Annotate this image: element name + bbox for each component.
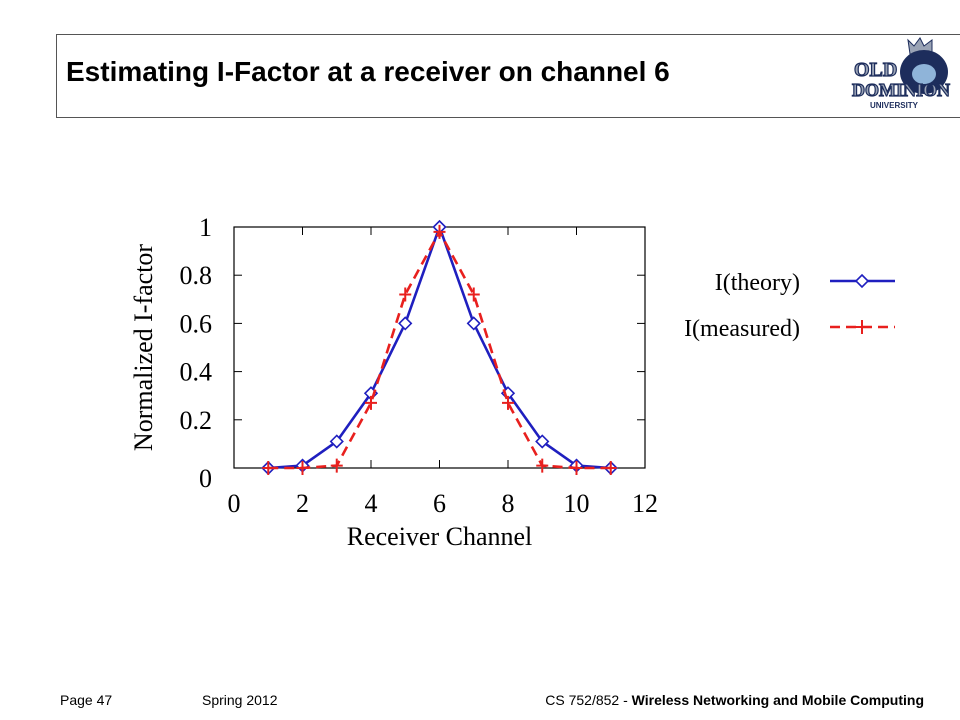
plot-frame	[233, 226, 646, 469]
data-point-series-2	[536, 458, 549, 473]
x-axis-label: Receiver Channel	[347, 522, 533, 551]
slide-title: Estimating I-Factor at a receiver on cha…	[66, 56, 670, 87]
data-point-series-2	[502, 395, 514, 410]
logo-text-old: OLD	[854, 59, 897, 81]
data-point-series-2	[399, 287, 412, 302]
x-tick-label: 10	[564, 489, 590, 518]
x-tick-label: 12	[632, 489, 658, 518]
data-point-series-1	[398, 316, 413, 331]
data-point-series-2	[433, 224, 446, 239]
footer-course: CS 752/852 - Wireless Networking and Mob…	[545, 692, 924, 708]
legend-marker-2	[856, 320, 868, 334]
logo-text-university: UNIVERSITY	[870, 101, 919, 110]
series-line-2	[268, 229, 611, 470]
data-point-series-2	[330, 458, 343, 473]
mascot-face-shape	[912, 64, 936, 84]
x-tick-label: 8	[502, 489, 515, 518]
y-tick-label: 0	[199, 464, 212, 493]
legend-label: I(measured)	[684, 316, 800, 342]
legend-label: I(theory)	[715, 270, 800, 296]
y-tick-label: 0.8	[180, 261, 213, 290]
footer-page-number: Page 47	[60, 692, 113, 708]
y-axis-label: Normalized I-factor	[129, 244, 158, 452]
y-tick-label: 0.6	[180, 309, 213, 338]
data-point-series-2	[467, 287, 480, 302]
data-point-series-1	[329, 434, 344, 449]
university-logo: OLD DOMINION UNIVERSITY	[851, 37, 951, 110]
y-tick-label: 0.2	[180, 406, 213, 435]
data-point-series-2	[604, 461, 617, 475]
logo-text-dominion: DOMINION	[852, 80, 950, 100]
legend-marker-1	[854, 273, 870, 289]
series-line-1	[268, 223, 611, 470]
x-tick-label: 0	[228, 489, 241, 518]
data-point-series-1	[535, 434, 550, 449]
title-frame	[56, 34, 960, 118]
data-point-series-2	[262, 461, 275, 475]
footer-course-code: CS 752/852 -	[545, 692, 632, 708]
data-point-series-2	[570, 461, 583, 475]
mascot-icon	[900, 37, 948, 94]
footer-term: Spring 2012	[202, 692, 278, 708]
y-tick-label: 0.4	[180, 358, 213, 387]
footer-course-title: Wireless Networking and Mobile Computing	[631, 692, 924, 708]
x-tick-label: 4	[365, 489, 378, 518]
y-tick-label: 1	[199, 213, 212, 242]
data-point-series-1	[466, 316, 481, 331]
x-tick-label: 6	[433, 489, 446, 518]
data-point-series-2	[365, 395, 377, 410]
data-point-series-2	[296, 461, 309, 475]
x-tick-label: 2	[296, 489, 309, 518]
